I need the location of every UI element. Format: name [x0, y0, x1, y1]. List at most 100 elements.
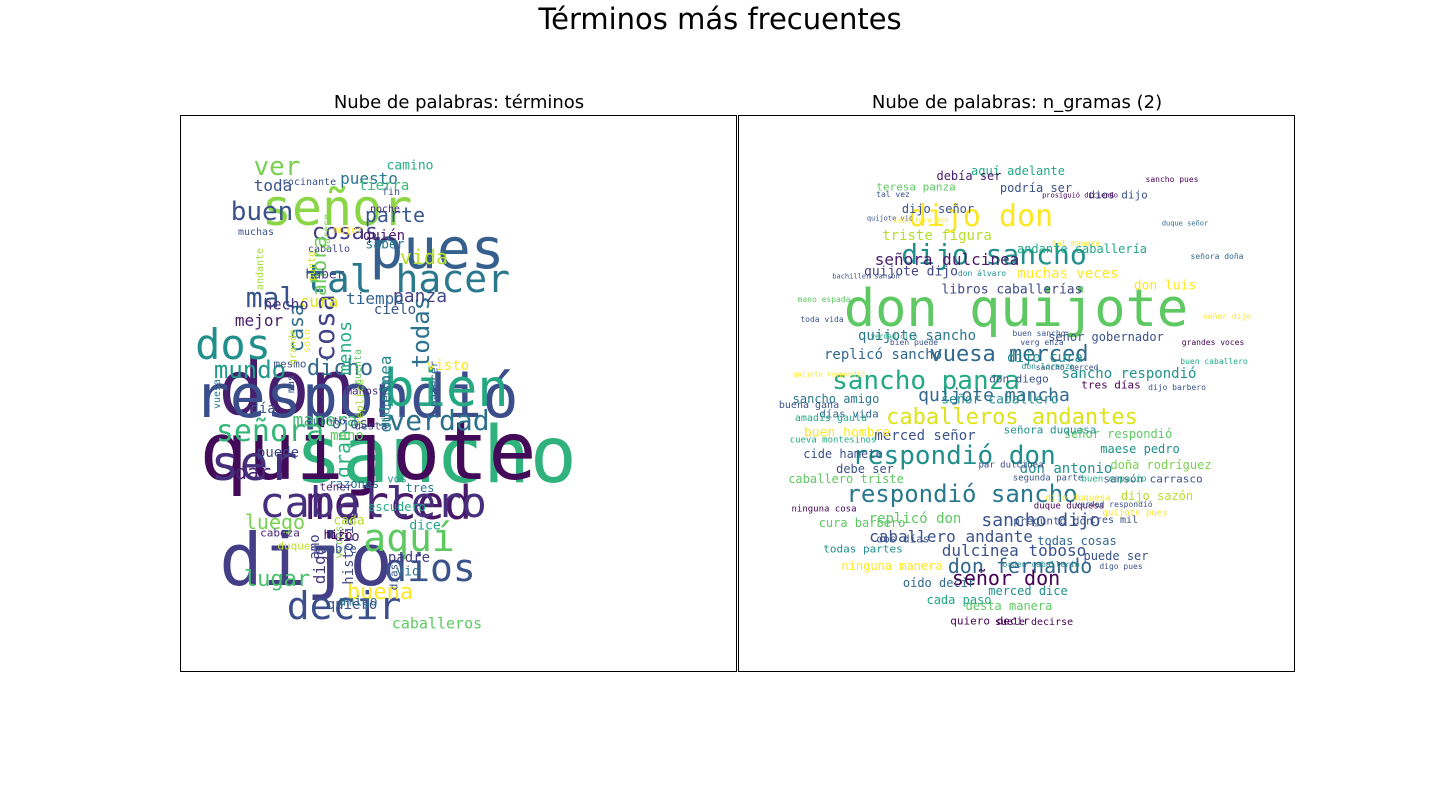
word-ngramas-23: aquí adelante	[971, 164, 1065, 178]
word-ngramas-34: señor respondió	[1063, 427, 1173, 441]
word-ngramas-84: señor dijo	[1202, 312, 1252, 321]
word-terminos-50: visto	[426, 358, 470, 374]
word-ngramas-32: señor caballero	[941, 392, 1059, 408]
word-ngramas-25: podría ser	[999, 181, 1073, 195]
word-terminos-60: cielo	[373, 302, 417, 318]
word-ngramas-41: caballero triste	[788, 472, 904, 486]
word-terminos-59: quién	[362, 228, 406, 244]
word-ngramas-96: sancho pues	[1145, 175, 1199, 184]
word-terminos-2: don	[218, 343, 356, 432]
word-terminos-87: mas	[286, 374, 297, 394]
word-terminos-8: bien	[383, 359, 509, 419]
word-terminos-16: aquí	[363, 516, 455, 560]
word-terminos-66: dice	[409, 518, 441, 534]
word-ngramas-10: caballero andante	[869, 527, 1033, 546]
word-ngramas-79: dijo barbero	[1148, 383, 1206, 392]
word-ngramas-89: bachiller sansón	[832, 272, 900, 281]
wordcloud-ngramas: don quijote dijo sancho dijo don sancho pan…	[738, 115, 1295, 672]
word-terminos-91: punto	[307, 250, 318, 282]
word-terminos-88: grande	[288, 328, 299, 366]
word-ngramas-44: puede ser	[1083, 549, 1149, 563]
word-ngramas-28: quijote dijo	[864, 264, 958, 280]
word-terminos-7: pues	[369, 217, 505, 282]
word-terminos-96: rocinante	[281, 177, 337, 188]
word-ngramas-61: dios dijo	[1088, 188, 1148, 202]
word-terminos-30: panza	[392, 286, 448, 307]
word-terminos-21: ver	[253, 152, 301, 182]
panel-title-terminos: Nube de palabras: términos	[333, 92, 585, 113]
word-ngramas-14: señora dulcinea	[874, 250, 1020, 269]
word-terminos-65: hizo	[323, 528, 353, 542]
word-ngramas-54: tres días	[1081, 378, 1141, 392]
word-ngramas-75: digo pues	[1099, 562, 1143, 571]
word-ngramas-56: todas partes	[823, 542, 903, 556]
word-ngramas-70: ninguna cosa	[791, 504, 857, 515]
word-terminos-97: noche	[369, 204, 401, 215]
word-terminos-89: solo	[302, 328, 313, 354]
word-ngramas-97: quijote respondió	[793, 370, 865, 379]
word-terminos-58: saber	[365, 237, 405, 253]
word-terminos-90: andante	[255, 247, 266, 291]
word-terminos-63: día	[250, 401, 276, 417]
word-terminos-28: lugar	[243, 567, 311, 592]
word-ngramas-1: dijo sancho	[901, 238, 1087, 271]
word-terminos-85: cuenta	[353, 348, 364, 386]
word-ngramas-52: días vida	[819, 407, 879, 421]
word-terminos-71: tener	[319, 480, 353, 494]
word-ngramas-51: sancho amigo	[792, 392, 880, 406]
word-ngramas-40: debe ser	[836, 462, 894, 476]
word-terminos-70: razones	[328, 477, 380, 491]
word-terminos-36: toda	[253, 176, 293, 195]
word-terminos-57: camino	[386, 158, 434, 174]
word-terminos-49: ojos	[331, 414, 369, 433]
word-ngramas-46: oído decir	[902, 576, 976, 590]
word-ngramas-57: dos días	[876, 532, 930, 546]
word-terminos-84: réplicó	[353, 378, 367, 426]
figure-title: Términos más frecuentes	[538, 2, 902, 36]
word-ngramas-6: vuesa merced	[929, 342, 1089, 367]
word-ngramas-47: merced dice	[988, 584, 1068, 598]
word-ngramas-26: triste figura	[882, 228, 992, 244]
word-ngramas-24: debía ser	[936, 169, 1002, 183]
word-terminos-6: señor	[261, 179, 413, 237]
word-ngramas-30: señor gobernador	[1048, 330, 1164, 344]
word-ngramas-68: buen espacio	[1081, 474, 1147, 485]
word-terminos-68: días	[387, 563, 401, 591]
word-ngramas-78: dijo duquesa	[1045, 493, 1111, 504]
word-ngramas-19: dijo cura	[1007, 350, 1083, 366]
word-ngramas-93: duque señor	[1161, 219, 1209, 228]
word-terminos-74: hombre	[313, 542, 357, 556]
word-ngramas-0: don quijote	[843, 279, 1189, 339]
word-ngramas-99: buen caballero	[1180, 357, 1248, 366]
word-terminos-52: padre	[387, 550, 431, 566]
word-ngramas-58: preguntó don	[1013, 514, 1093, 528]
word-ngramas-7: caballeros andantes	[886, 405, 1138, 430]
word-terminos-1: quijote	[199, 405, 537, 498]
word-terminos-82: diciendo	[379, 375, 393, 429]
wordcloud-terminos: sancho quijote don dijo respondió ser señor pue…	[180, 115, 737, 672]
word-terminos-67: tres	[405, 481, 435, 495]
word-ngramas-77: don lorenzo	[1021, 362, 1075, 371]
word-ngramas-81: bien puede	[889, 338, 939, 347]
word-terminos-54: amigo	[338, 594, 378, 610]
word-terminos-24: cosas	[311, 220, 379, 245]
word-terminos-83: parecer	[427, 360, 441, 408]
word-ngramas-55: sansón carrasco	[1103, 472, 1203, 486]
word-ngramas-66: par dulcinea	[978, 460, 1044, 471]
word-terminos-10: caballero	[259, 478, 487, 527]
word-ngramas-94: tal vez	[876, 190, 910, 199]
word-ngramas-48: desta manera	[965, 599, 1053, 613]
word-ngramas-86: toda vida	[800, 315, 844, 324]
word-ngramas-12: sancho dijo	[981, 510, 1101, 531]
word-ngramas-36: maese pedro	[1100, 442, 1180, 456]
word-ngramas-18: replicó sancho	[823, 347, 943, 363]
word-terminos-53: quiero	[326, 597, 378, 613]
word-terminos-72: cada	[333, 513, 365, 529]
word-terminos-86: mesmo	[273, 357, 307, 371]
word-ngramas-62: suele decirse	[994, 617, 1074, 628]
word-ngramas-64: amadís gaula	[794, 413, 868, 424]
word-ngramas-42: cura barbero	[818, 516, 906, 530]
word-ngramas-4: respondió don	[852, 441, 1056, 471]
word-ngramas-92: caballero don	[893, 216, 949, 225]
word-ngramas-83: grandes voces	[1181, 338, 1245, 347]
